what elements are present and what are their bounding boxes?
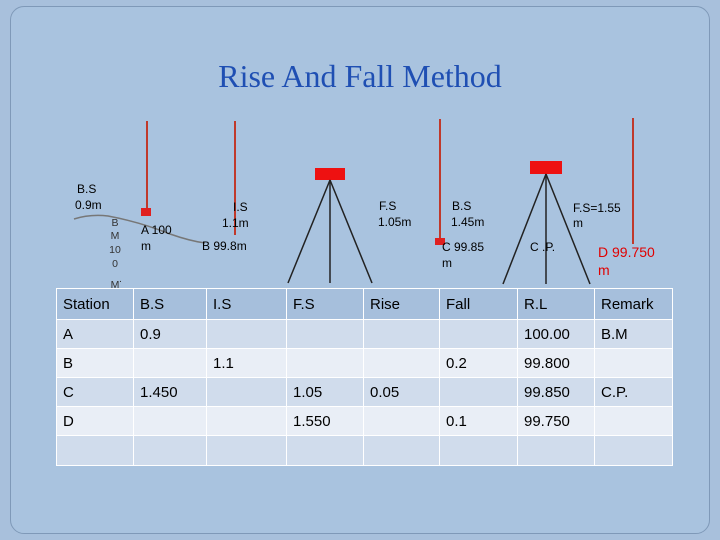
table-cell: D xyxy=(56,406,134,436)
table-cell xyxy=(286,435,364,466)
station-d-label: D 99.750 xyxy=(598,244,655,260)
header-cell: B.S xyxy=(133,288,207,320)
is-value: 1.1m xyxy=(222,216,249,230)
table-cell xyxy=(133,348,207,378)
table-cell: A xyxy=(56,319,134,349)
header-cell: F.S xyxy=(286,288,364,320)
ground-profile xyxy=(73,214,206,244)
table-cell: B xyxy=(56,348,134,378)
table-cell: 0.05 xyxy=(363,377,440,407)
tripod-leg xyxy=(502,173,547,285)
table-cell: 1.05 xyxy=(286,377,364,407)
table-cell xyxy=(439,319,518,349)
bs2-label: B.S xyxy=(452,199,472,213)
station-d-unit: m xyxy=(598,262,610,278)
table-cell: C xyxy=(56,377,134,407)
table-cell: 99.850 xyxy=(517,377,595,407)
level-instrument-2 xyxy=(530,161,562,174)
table-row xyxy=(56,435,673,466)
table-cell xyxy=(594,435,673,466)
table-cell xyxy=(206,377,287,407)
fs2-unit: m xyxy=(573,216,583,230)
header-cell: Rise xyxy=(363,288,440,320)
table-cell xyxy=(286,348,364,378)
table-cell xyxy=(594,406,673,436)
table-cell: 99.800 xyxy=(517,348,595,378)
table-row: B 1.1 0.2 99.800 xyxy=(56,348,673,378)
table-cell: 99.750 xyxy=(517,406,595,436)
level-instrument-1 xyxy=(315,168,345,180)
tripod-leg xyxy=(287,179,331,284)
table-cell xyxy=(517,435,595,466)
table-cell xyxy=(363,348,440,378)
table-cell: C.P. xyxy=(594,377,673,407)
bs-left-value: 0.9m xyxy=(75,198,102,212)
marker-c xyxy=(435,238,445,245)
table-row: A 0.9 100.00 B.M xyxy=(56,319,673,349)
table-cell: 1.450 xyxy=(133,377,207,407)
tripod-leg xyxy=(545,173,591,285)
rise-fall-table: Station B.S I.S F.S Rise Fall R.L Remark… xyxy=(56,288,673,466)
table-cell: B.M xyxy=(594,319,673,349)
station-a-label: A 100 xyxy=(141,223,172,237)
fs1-label: F.S xyxy=(379,199,397,213)
table-cell: 1.1 xyxy=(206,348,287,378)
table-cell xyxy=(363,319,440,349)
station-b-label: B 99.8m xyxy=(202,239,247,253)
table-cell xyxy=(363,435,440,466)
bm-letter: . xyxy=(119,273,122,285)
table-header-row: Station B.S I.S F.S Rise Fall R.L Remark xyxy=(56,288,673,320)
table-cell xyxy=(133,435,207,466)
bm-letter: M xyxy=(110,279,120,291)
is-label: I.S xyxy=(233,200,248,214)
table-row: D 1.550 0.1 99.750 xyxy=(56,406,673,436)
table-cell xyxy=(439,377,518,407)
header-cell: R.L xyxy=(517,288,595,320)
table-cell xyxy=(133,406,207,436)
bm-letter: M xyxy=(110,230,120,242)
header-cell: Remark xyxy=(594,288,673,320)
slide-title: Rise And Fall Method xyxy=(218,58,502,94)
table-cell: 0.9 xyxy=(133,319,207,349)
fs2-label: F.S=1.55 xyxy=(573,201,621,215)
station-a-unit: m xyxy=(141,239,151,253)
bm-letter: B xyxy=(111,217,119,229)
table-cell xyxy=(594,348,673,378)
table-cell: 0.2 xyxy=(439,348,518,378)
bs-left-label: B.S xyxy=(77,182,97,196)
station-c-unit: m xyxy=(442,256,452,270)
bm-letter: 0 xyxy=(112,258,118,270)
bm-letter: 10 xyxy=(109,244,121,256)
table-cell xyxy=(286,319,364,349)
marker-a xyxy=(141,208,151,216)
header-cell: Station xyxy=(56,288,134,320)
tripod-leg xyxy=(329,179,373,284)
table-cell xyxy=(439,435,518,466)
table-cell xyxy=(206,406,287,436)
header-cell: I.S xyxy=(206,288,287,320)
table-cell: 1.550 xyxy=(286,406,364,436)
table-cell xyxy=(206,319,287,349)
header-cell: Fall xyxy=(439,288,518,320)
table-row: C 1.450 1.05 0.05 99.850 C.P. xyxy=(56,377,673,407)
table-cell: 100.00 xyxy=(517,319,595,349)
table-cell xyxy=(206,435,287,466)
table-cell xyxy=(363,406,440,436)
table-cell: 0.1 xyxy=(439,406,518,436)
fs1-value: 1.05m xyxy=(378,215,412,229)
bs2-value: 1.45m xyxy=(451,215,485,229)
cp-label: C .P. xyxy=(530,240,556,254)
table-cell xyxy=(56,435,134,466)
station-c-label: C 99.85 xyxy=(442,240,485,254)
